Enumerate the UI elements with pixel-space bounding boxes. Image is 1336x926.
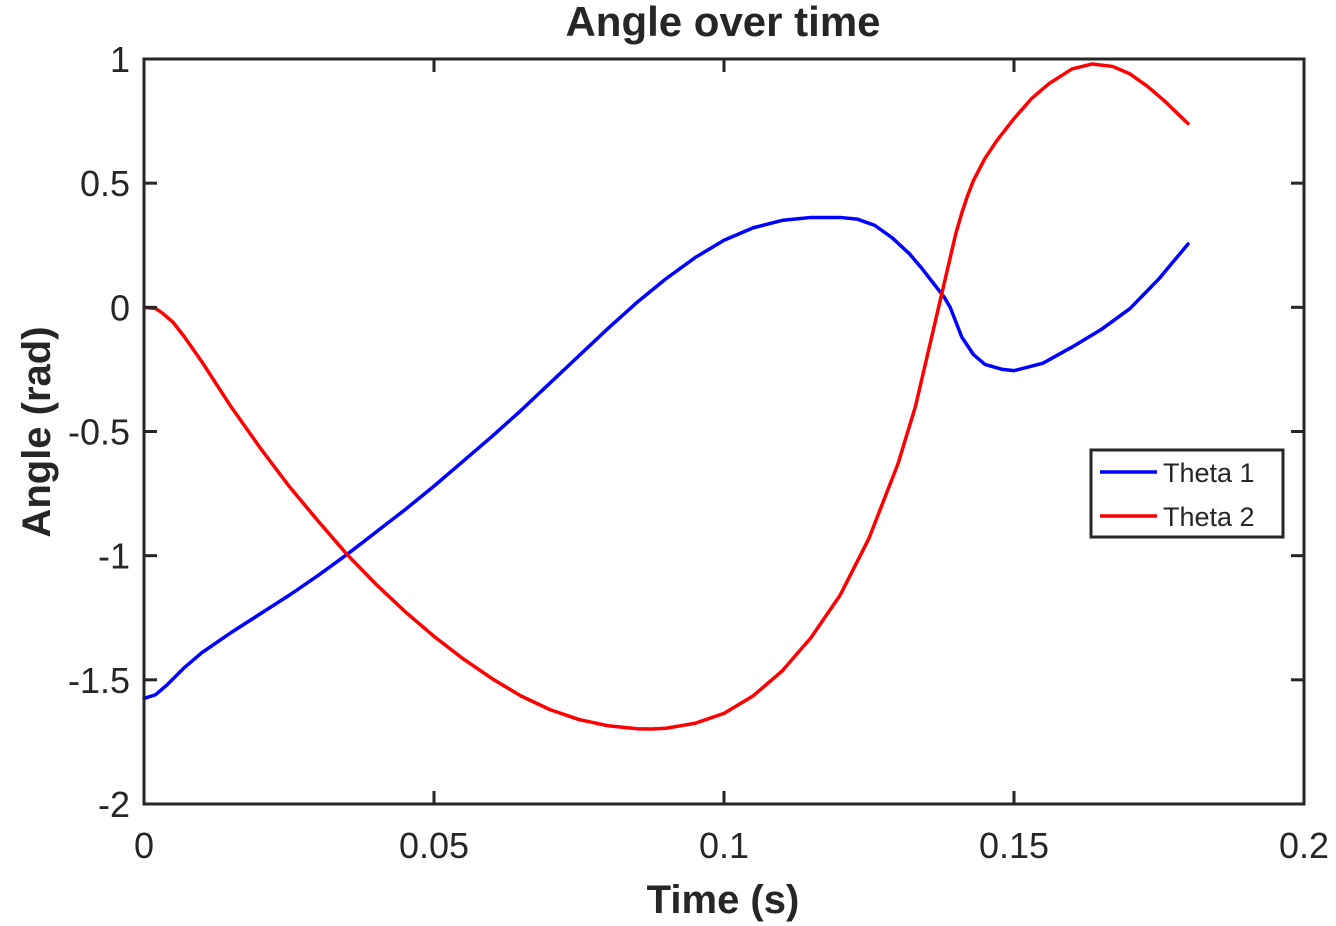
legend-box [1089,448,1285,539]
series-line-1 [142,215,1190,701]
axes-layer: 0 0.05 0.1 0.15 0.2 -2 -1.5 -1 -0.5 0 0.5 1 [68,39,1329,866]
y-axis-label: Angle (rad) [15,326,59,537]
series-line-2 [142,62,1190,731]
y-tick-label: -0.5 [68,412,130,453]
plot-layer [142,62,1190,731]
x-tick-label: 0.15 [979,825,1049,866]
legend-label-2: Theta 2 [1163,502,1255,532]
y-tick-label: 1 [110,39,130,80]
legend-label-1: Theta 1 [1163,458,1255,488]
y-tick-label: -1.5 [68,660,130,701]
x-tick-label: 0.05 [399,825,469,866]
y-tick-label: -1 [98,536,130,577]
x-tick-label: 0 [134,825,154,866]
plot-frame [142,57,1306,806]
x-axis-label: Time (s) [647,878,800,922]
y-tick-label: -2 [98,784,130,825]
x-tick-label: 0.1 [699,825,749,866]
y-tick-label: 0.5 [80,163,130,204]
y-tick-label: 0 [110,287,130,328]
legend: Theta 1 Theta 2 [1089,448,1285,539]
chart-title: Angle over time [565,0,880,45]
x-tick-label: 0.2 [1279,825,1329,866]
